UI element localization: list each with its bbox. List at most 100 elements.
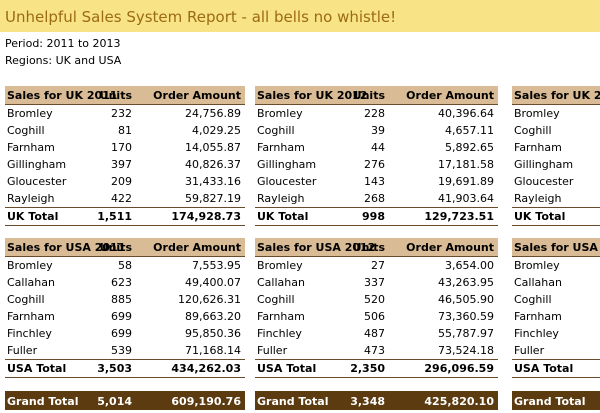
table-header: Sales for UK 2013 — [512, 86, 600, 105]
amount-cell: 55,787.97 — [438, 327, 494, 340]
region-cell: Fuller — [514, 344, 545, 357]
amount-cell: 95,850.36 — [185, 327, 241, 340]
amount-cell: 40,826.37 — [185, 158, 241, 171]
units-cell: 998 — [362, 210, 385, 223]
region-cell: Sales for UK 2012 — [257, 89, 368, 102]
region-cell: Gloucester — [514, 175, 574, 188]
table-row: Farnham — [512, 308, 600, 325]
amount-cell: 59,827.19 — [185, 192, 241, 205]
table-row: Coghill 885 120,626.31 — [5, 291, 245, 308]
units-cell: 81 — [118, 124, 132, 137]
region-cell: Farnham — [7, 310, 55, 323]
units-cell: 337 — [364, 276, 385, 289]
region-cell: Bromley — [514, 259, 560, 272]
table-row: Farnham 170 14,055.87 — [5, 139, 245, 156]
region-cell: UK Total — [514, 210, 566, 223]
amount-cell: 41,903.64 — [438, 192, 494, 205]
units-cell: 506 — [364, 310, 385, 323]
amount-cell: 19,691.89 — [438, 175, 494, 188]
amount-cell: 14,055.87 — [185, 141, 241, 154]
units-cell: 539 — [111, 344, 132, 357]
table-row: Coghill 520 46,505.90 — [255, 291, 498, 308]
units-cell: 276 — [364, 158, 385, 171]
amount-cell: 296,096.59 — [424, 362, 494, 375]
region-cell: Fuller — [7, 344, 38, 357]
table-row: Farnham 699 89,663.20 — [5, 308, 245, 325]
table-row: Bromley 228 40,396.64 — [255, 105, 498, 122]
amount-cell: 174,928.73 — [171, 210, 241, 223]
table-total-row: USA Total — [512, 359, 600, 378]
table-row: Gillingham — [512, 156, 600, 173]
amount-cell: 89,663.20 — [185, 310, 241, 323]
amount-cell: 17,181.58 — [438, 158, 494, 171]
table-row: Farnham 44 5,892.65 — [255, 139, 498, 156]
units-cell: 228 — [364, 107, 385, 120]
region-cell: USA Total — [514, 362, 574, 375]
report-title-bar: Unhelpful Sales System Report - all bell… — [0, 0, 600, 32]
amount-cell: 434,262.03 — [171, 362, 241, 375]
units-cell: 699 — [111, 327, 132, 340]
amount-cell: 43,263.95 — [438, 276, 494, 289]
region-cell: UK Total — [257, 210, 309, 223]
units-cell: Units — [352, 241, 385, 254]
amount-cell: 7,553.95 — [192, 259, 241, 272]
region-cell: Farnham — [257, 141, 305, 154]
region-cell: USA Total — [7, 362, 67, 375]
table-row: Rayleigh 268 41,903.64 — [255, 190, 498, 207]
table-header: Sales for USA 201 — [512, 238, 600, 257]
units-cell: Units — [352, 89, 385, 102]
table-row: Bromley — [512, 257, 600, 274]
table-row: Callahan 337 43,263.95 — [255, 274, 498, 291]
table-row: Gillingham 397 40,826.37 — [5, 156, 245, 173]
region-cell: Callahan — [257, 276, 305, 289]
units-cell: 3,503 — [97, 362, 132, 375]
region-cell: Coghill — [257, 293, 295, 306]
table-total-row: USA Total 3,503 434,262.03 — [5, 359, 245, 378]
region-cell: Rayleigh — [514, 192, 562, 205]
units-cell: 143 — [364, 175, 385, 188]
grand-total-label: Grand Total — [257, 395, 329, 408]
region-cell: Bromley — [257, 107, 303, 120]
region-cell: Bromley — [7, 259, 53, 272]
region-cell: Finchley — [514, 327, 559, 340]
table-row: Finchley 699 95,850.36 — [5, 325, 245, 342]
region-cell: Farnham — [514, 141, 562, 154]
region-cell: Coghill — [7, 124, 45, 137]
period-label: Period: 2011 to 2013 — [5, 37, 121, 50]
region-cell: Bromley — [514, 107, 560, 120]
units-cell: Units — [99, 89, 132, 102]
region-cell: Coghill — [7, 293, 45, 306]
units-cell: 2,350 — [350, 362, 385, 375]
units-cell: 232 — [111, 107, 132, 120]
report-title: Unhelpful Sales System Report - all bell… — [5, 8, 397, 26]
units-cell: 520 — [364, 293, 385, 306]
table-row: Gloucester — [512, 173, 600, 190]
region-cell: Callahan — [514, 276, 562, 289]
region-cell: Sales for UK 2011 — [7, 89, 118, 102]
region-cell: Rayleigh — [257, 192, 305, 205]
regions-label: Regions: UK and USA — [5, 54, 122, 67]
table-row: Coghill 39 4,657.11 — [255, 122, 498, 139]
units-cell: 473 — [364, 344, 385, 357]
grand-total-units: 5,014 — [97, 395, 132, 408]
table-row: Bromley 58 7,553.95 — [5, 257, 245, 274]
table-row: Coghill — [512, 291, 600, 308]
units-cell: 1,511 — [97, 210, 132, 223]
grand-total-row: Grand Total — [512, 391, 600, 410]
region-cell: Sales for USA 2012 — [257, 241, 376, 254]
amount-cell: 71,168.14 — [185, 344, 241, 357]
region-cell: Rayleigh — [7, 192, 55, 205]
amount-cell: Order Amount — [406, 241, 494, 254]
sales-table: Sales for UK 2013 Bromley Coghill Farnham Gi… — [512, 86, 600, 226]
table-row: Gloucester 209 31,433.16 — [5, 173, 245, 190]
amount-cell: 49,400.07 — [185, 276, 241, 289]
table-row: Finchley — [512, 325, 600, 342]
grand-total-row: Grand Total 5,014 609,190.76 — [5, 391, 245, 410]
table-row: Rayleigh 422 59,827.19 — [5, 190, 245, 207]
amount-cell: 73,524.18 — [438, 344, 494, 357]
amount-cell: 73,360.59 — [438, 310, 494, 323]
table-row: Gillingham 276 17,181.58 — [255, 156, 498, 173]
sales-table: Sales for UK 2011 Units Order Amount Bromle… — [5, 86, 245, 226]
table-row: Rayleigh — [512, 190, 600, 207]
region-cell: Finchley — [257, 327, 302, 340]
